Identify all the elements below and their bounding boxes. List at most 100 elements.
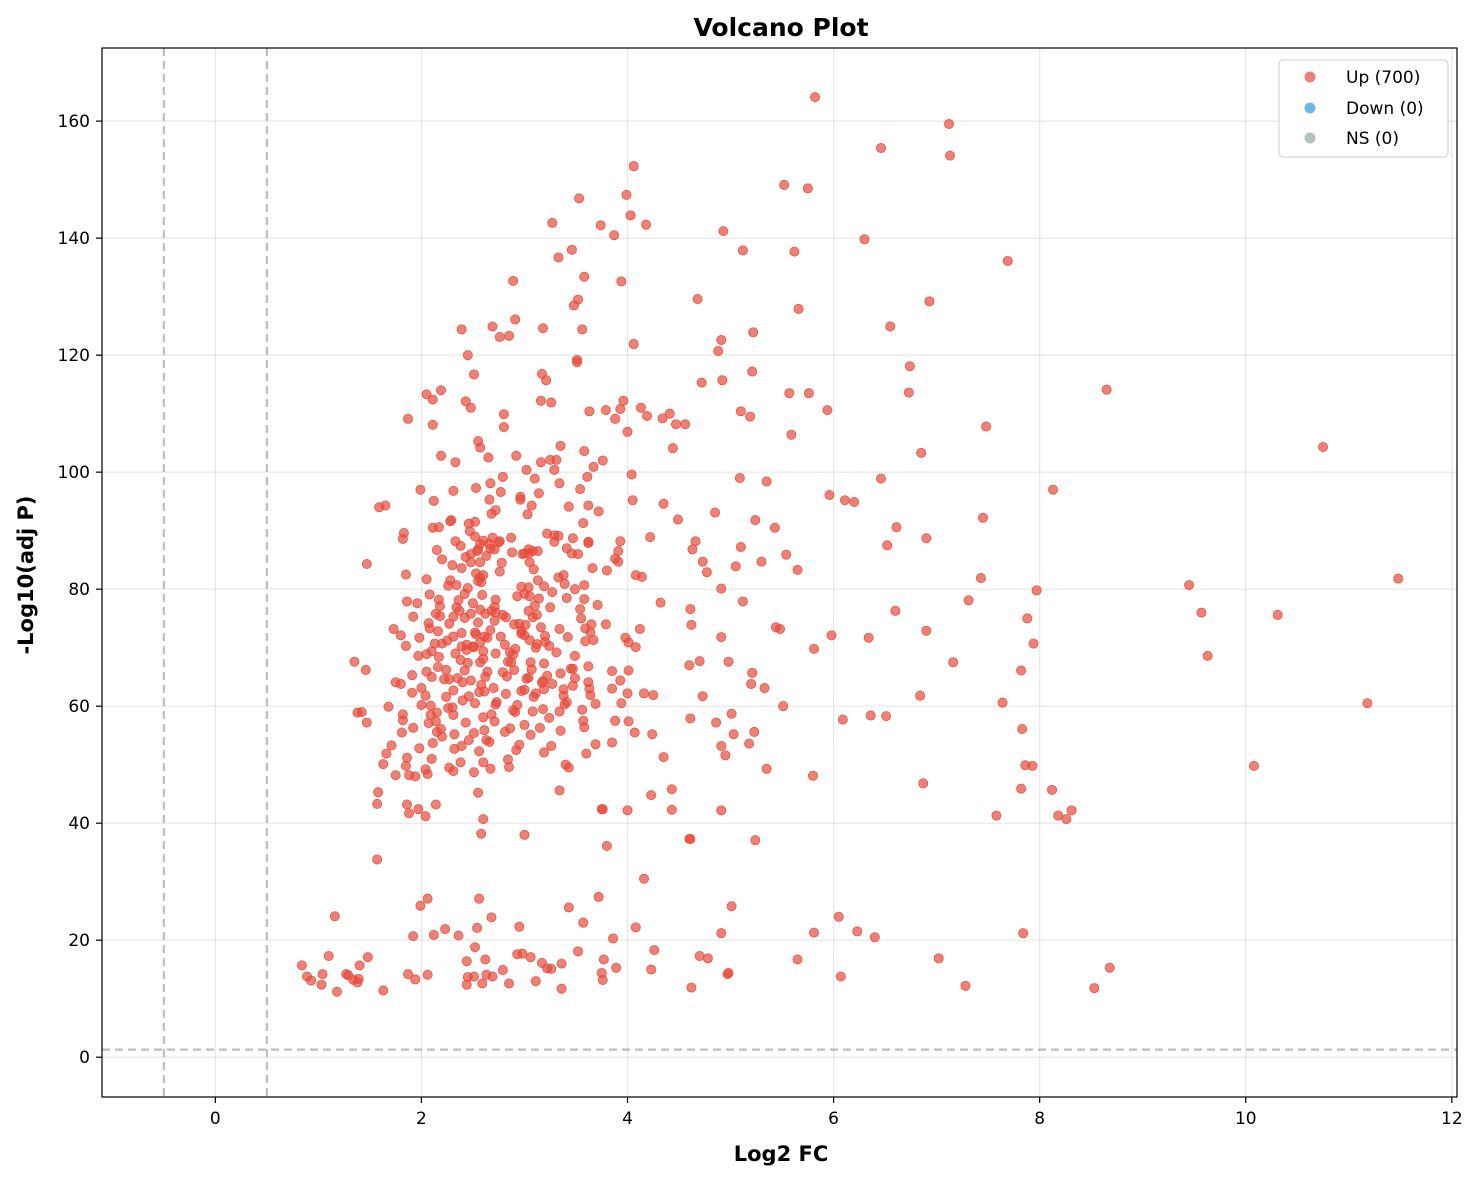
data-point xyxy=(504,978,515,989)
data-point xyxy=(1089,983,1100,994)
data-point xyxy=(630,922,641,933)
data-point xyxy=(579,271,590,282)
data-point xyxy=(1061,814,1072,825)
data-point xyxy=(590,739,601,750)
data-point xyxy=(730,561,741,572)
data-point xyxy=(735,406,746,417)
data-point xyxy=(484,539,495,550)
data-point xyxy=(793,303,804,314)
data-point xyxy=(875,143,886,154)
data-point xyxy=(423,718,434,729)
data-point xyxy=(839,495,850,506)
data-point xyxy=(507,547,518,558)
x-tick-label: 8 xyxy=(1034,1109,1045,1129)
data-point xyxy=(639,873,650,884)
data-point xyxy=(360,664,371,675)
data-point xyxy=(610,715,621,726)
data-point xyxy=(524,557,535,568)
data-point xyxy=(525,952,536,963)
data-point xyxy=(1047,784,1058,795)
data-point xyxy=(463,735,474,746)
data-point xyxy=(549,464,560,475)
data-point xyxy=(561,543,572,554)
data-point xyxy=(713,346,724,357)
data-point xyxy=(865,710,876,721)
data-point xyxy=(882,540,893,551)
data-point xyxy=(457,695,468,706)
data-point xyxy=(1048,484,1059,495)
data-point xyxy=(561,592,572,603)
data-point xyxy=(538,704,549,715)
data-point xyxy=(792,564,803,575)
data-point xyxy=(573,946,584,957)
data-point xyxy=(875,473,886,484)
data-point xyxy=(448,611,459,622)
data-point xyxy=(397,715,408,726)
data-point xyxy=(1249,760,1260,771)
data-point xyxy=(598,954,609,965)
data-point xyxy=(622,426,633,437)
data-point xyxy=(578,715,589,726)
data-point xyxy=(747,667,758,678)
data-point xyxy=(803,388,814,399)
data-point xyxy=(554,785,565,796)
data-point xyxy=(697,556,708,567)
data-point xyxy=(530,976,541,987)
data-point xyxy=(634,623,645,634)
data-point xyxy=(421,649,432,660)
data-point xyxy=(849,497,860,508)
data-point xyxy=(556,958,567,969)
data-point xyxy=(512,700,523,711)
data-point xyxy=(441,691,452,702)
data-point xyxy=(456,740,467,751)
data-point xyxy=(529,473,540,484)
data-point xyxy=(485,763,496,774)
data-point xyxy=(630,642,641,653)
data-point xyxy=(722,969,733,980)
data-point xyxy=(945,150,956,161)
data-point xyxy=(477,978,488,989)
data-point xyxy=(622,688,633,699)
data-point xyxy=(428,495,439,506)
data-point xyxy=(789,246,800,257)
data-point xyxy=(649,945,660,956)
data-point xyxy=(1202,650,1213,661)
data-point xyxy=(508,275,519,286)
data-point xyxy=(532,546,543,557)
data-point xyxy=(833,911,844,922)
data-point xyxy=(465,675,476,686)
data-point xyxy=(460,717,471,728)
data-point xyxy=(454,605,465,616)
data-point xyxy=(460,396,471,407)
data-point xyxy=(408,931,419,942)
data-point xyxy=(623,637,634,648)
data-point xyxy=(924,296,935,307)
data-point xyxy=(648,690,659,701)
data-point xyxy=(588,461,599,472)
data-point xyxy=(525,729,536,740)
data-point xyxy=(657,413,668,424)
data-point xyxy=(824,489,835,500)
data-point xyxy=(437,554,448,565)
chart-title: Volcano Plot xyxy=(693,13,868,42)
data-point xyxy=(750,515,761,526)
data-point xyxy=(750,835,761,846)
data-point xyxy=(421,574,432,585)
data-point xyxy=(471,482,482,493)
data-point xyxy=(431,544,442,555)
data-point xyxy=(658,498,669,509)
data-point xyxy=(510,643,521,654)
data-point xyxy=(468,728,479,739)
data-point xyxy=(420,690,431,701)
data-point xyxy=(497,965,508,976)
data-point xyxy=(759,683,770,694)
data-point xyxy=(769,522,780,533)
data-point xyxy=(428,929,439,940)
data-point xyxy=(551,454,562,465)
data-point xyxy=(686,619,697,630)
data-point xyxy=(361,559,372,570)
data-point xyxy=(538,676,549,687)
data-point xyxy=(802,183,813,194)
data-point xyxy=(396,727,407,738)
data-point xyxy=(431,707,442,718)
